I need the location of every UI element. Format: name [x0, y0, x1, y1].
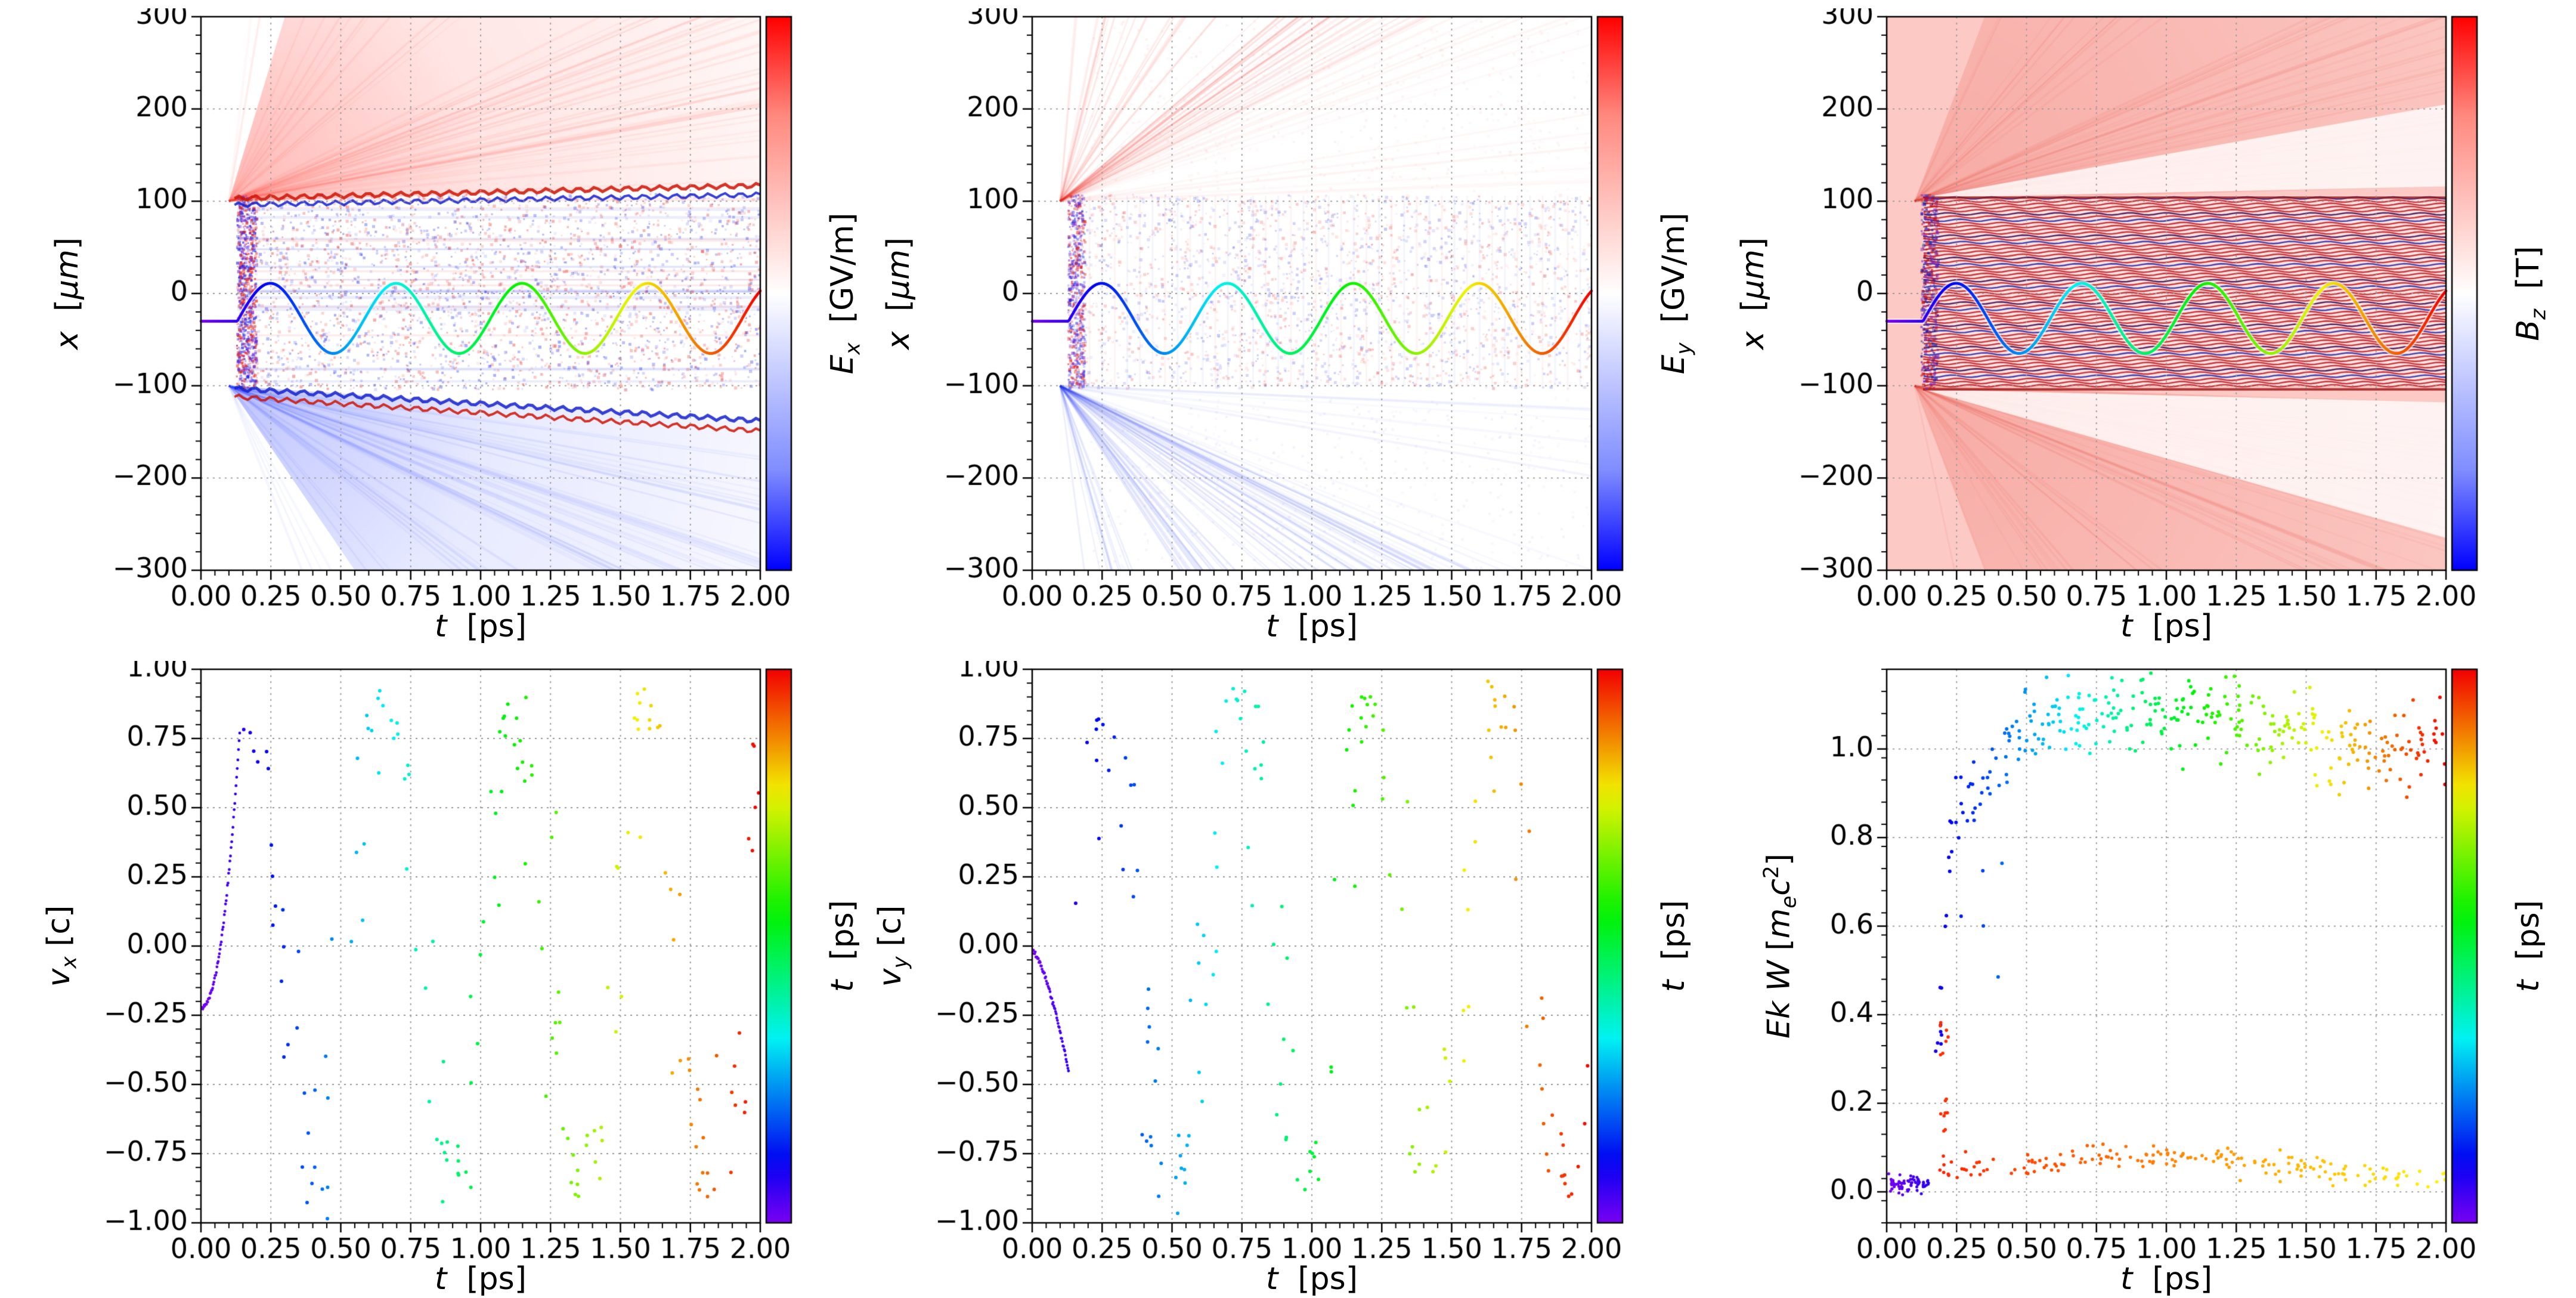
ey-field-map-canvas	[922, 8, 1628, 624]
subplot-bz-field-map: t [ps] x [μm] Bz [T]	[1735, 8, 2550, 642]
colorbar-label: Ex [GV/m]	[825, 212, 865, 375]
y-axis-label: vy [c]	[872, 905, 913, 987]
y-axis-label: x [μm]	[1735, 237, 1771, 350]
colorbar-label: Bz [T]	[2510, 246, 2551, 341]
vx-scatter-canvas	[91, 661, 797, 1277]
subplot-vx-scatter: t [ps] vx [c] t [ps]	[41, 661, 860, 1294]
ex-field-map-canvas	[91, 8, 797, 624]
y-axis-label: x [μm]	[49, 237, 85, 350]
subplot-vy-scatter: t [ps] vy [c] t [ps]	[872, 661, 1692, 1294]
vy-scatter-canvas	[922, 661, 1628, 1277]
colorbar-label: t [ps]	[825, 900, 860, 993]
subplot-ex-field-map: t [ps] x [μm] Ex [GV/m]	[49, 8, 865, 642]
y-axis-label: vx [c]	[41, 905, 82, 987]
colorbar-label: t [ps]	[1656, 900, 1692, 993]
y-axis-label: x [μm]	[881, 237, 917, 350]
colorbar-label: Ey [GV/m]	[1656, 212, 1696, 375]
colorbar-label: t [ps]	[2510, 900, 2546, 993]
bz-field-map-canvas	[1776, 8, 2483, 624]
subplot-ek-scatter: t [ps] Ek W [mec2] t [ps]	[1760, 661, 2546, 1294]
ek-scatter-canvas	[1776, 661, 2483, 1277]
subplot-ey-field-map: t [ps] x [μm] Ey [GV/m]	[881, 8, 1696, 642]
